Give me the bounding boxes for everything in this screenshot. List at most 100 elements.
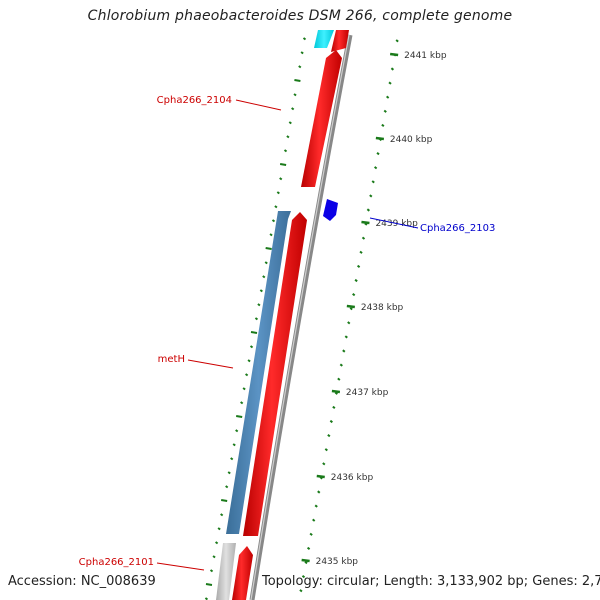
outer-ring-tick <box>225 485 229 489</box>
tick-label: 2435 kbp <box>316 557 359 567</box>
inner-ring-tick <box>371 180 375 184</box>
outer-ring-tick <box>254 317 259 321</box>
label-cpha266-2103[interactable]: Cpha266_2103 <box>420 223 495 234</box>
outer-ring-tick <box>293 93 297 97</box>
gene-top-cyan <box>314 30 334 48</box>
outer-ring-tick <box>250 331 258 334</box>
outer-ring-tick <box>220 513 224 517</box>
inner-ring-tick <box>395 39 399 43</box>
inner-ring-tick <box>352 293 356 297</box>
outer-ring-tick <box>257 303 261 307</box>
accession-text: Accession: NC_008639 <box>8 574 156 589</box>
outer-ring-tick <box>291 107 295 111</box>
genome-backbone <box>249 34 353 600</box>
genome-summary-text: Topology: circular; Length: 3,133,902 bp… <box>262 574 600 589</box>
leader-cpha266-2103 <box>369 217 419 229</box>
inner-ring-tick <box>339 363 343 367</box>
label-cpha266-2104[interactable]: Cpha266_2104 <box>157 95 232 106</box>
inner-ring-tick <box>314 504 318 508</box>
major-tick <box>361 220 370 225</box>
inner-ring-tick <box>344 335 348 339</box>
label-meth[interactable]: metH <box>158 354 185 365</box>
outer-ring-tick <box>227 471 231 475</box>
inner-ring-tick <box>299 589 303 593</box>
outer-ring-tick <box>286 135 290 139</box>
outer-ring-tick <box>262 275 266 279</box>
outer-ring-tick <box>215 541 219 545</box>
major-tick <box>346 304 356 309</box>
outer-ring-tick <box>209 569 214 573</box>
inner-ring-tick <box>376 152 380 156</box>
inner-ring-tick <box>381 123 385 127</box>
inner-ring-tick <box>309 532 313 536</box>
inner-ring-tick <box>349 307 353 311</box>
inner-ring-tick <box>369 194 373 198</box>
outer-ring-tick <box>264 261 268 265</box>
gene-top-forward <box>331 30 349 52</box>
inner-ring-tick <box>317 490 321 494</box>
major-tick <box>375 136 385 141</box>
inner-ring-tick <box>304 560 308 565</box>
inner-ring-tick <box>322 462 326 466</box>
outer-ring-tick <box>242 387 246 391</box>
outer-ring-tick <box>205 583 213 586</box>
inner-ring-tick <box>366 208 370 212</box>
outer-ring-tick <box>245 373 249 377</box>
gene-bottom-forward <box>232 546 253 600</box>
leader-cpha266-2101 <box>156 562 205 571</box>
outer-scale-ring <box>204 37 307 600</box>
outer-ring-tick <box>294 79 301 82</box>
tick-label: 2441 kbp <box>404 51 447 61</box>
outer-ring-tick <box>298 65 302 69</box>
outer-ring-tick <box>236 415 243 418</box>
inner-ring-tick <box>361 236 366 240</box>
outer-ring-tick <box>279 163 287 166</box>
gene-cpha266-2104[interactable] <box>301 50 342 187</box>
outer-ring-tick <box>212 555 216 559</box>
outer-ring-tick <box>230 457 234 461</box>
inner-ring-tick <box>359 250 363 254</box>
inner-ring-tick <box>383 109 387 113</box>
inner-ring-tick <box>329 419 333 424</box>
inner-ring-tick <box>347 321 351 325</box>
major-tick <box>301 558 310 563</box>
inner-ring-tick <box>327 434 331 438</box>
inner-ring-tick <box>332 405 336 409</box>
outer-ring-tick <box>235 429 239 433</box>
inner-ring-tick <box>388 81 392 85</box>
major-tick <box>316 474 325 479</box>
leader-cpha266-2104 <box>235 99 282 111</box>
outer-ring-tick <box>232 443 236 447</box>
gene-meth-forward[interactable] <box>243 212 307 536</box>
outer-ring-tick <box>265 247 272 250</box>
outer-ring-tick <box>249 345 254 349</box>
map-title: Chlorobium phaeobacteroides DSM 266, com… <box>87 8 513 24</box>
outer-ring-tick <box>221 499 228 502</box>
tick-label: 2440 kbp <box>390 135 433 145</box>
outer-ring-tick <box>204 597 209 600</box>
tick-label: 2436 kbp <box>331 473 374 483</box>
inner-ring-tick <box>312 518 316 522</box>
inner-ring-tick <box>306 546 311 550</box>
outer-ring-tick <box>217 527 221 531</box>
outer-ring-tick <box>271 219 276 223</box>
inner-ring-tick <box>301 575 306 579</box>
outer-ring-tick <box>240 401 244 405</box>
inner-ring-tick <box>390 67 395 71</box>
gene-cpha266-2101[interactable] <box>216 543 236 600</box>
label-cpha266-2101[interactable]: Cpha266_2101 <box>79 557 154 568</box>
outer-ring-tick <box>259 289 263 293</box>
leader-meth <box>187 359 234 369</box>
inner-ring-tick <box>386 95 390 99</box>
tick-label: 2438 kbp <box>361 303 404 313</box>
gene-cpha266-2103[interactable] <box>323 199 338 221</box>
inner-ring-tick <box>356 264 361 268</box>
inner-ring-tick <box>373 166 378 170</box>
inner-ring-tick <box>337 377 341 381</box>
major-tick <box>331 389 341 394</box>
outer-ring-tick <box>300 51 304 55</box>
gene-meth-reverse[interactable] <box>226 211 291 534</box>
tick-label: 2437 kbp <box>346 388 389 398</box>
outer-ring-tick <box>269 233 273 237</box>
